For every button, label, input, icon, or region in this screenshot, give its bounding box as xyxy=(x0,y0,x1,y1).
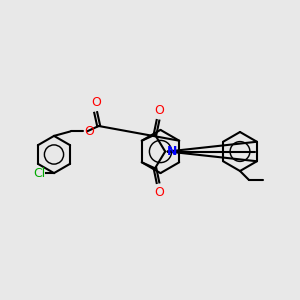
Text: O: O xyxy=(154,186,164,199)
Text: N: N xyxy=(167,145,177,158)
Text: O: O xyxy=(84,125,94,138)
Text: O: O xyxy=(91,97,100,110)
Text: O: O xyxy=(154,104,164,117)
Text: Cl: Cl xyxy=(33,167,46,180)
